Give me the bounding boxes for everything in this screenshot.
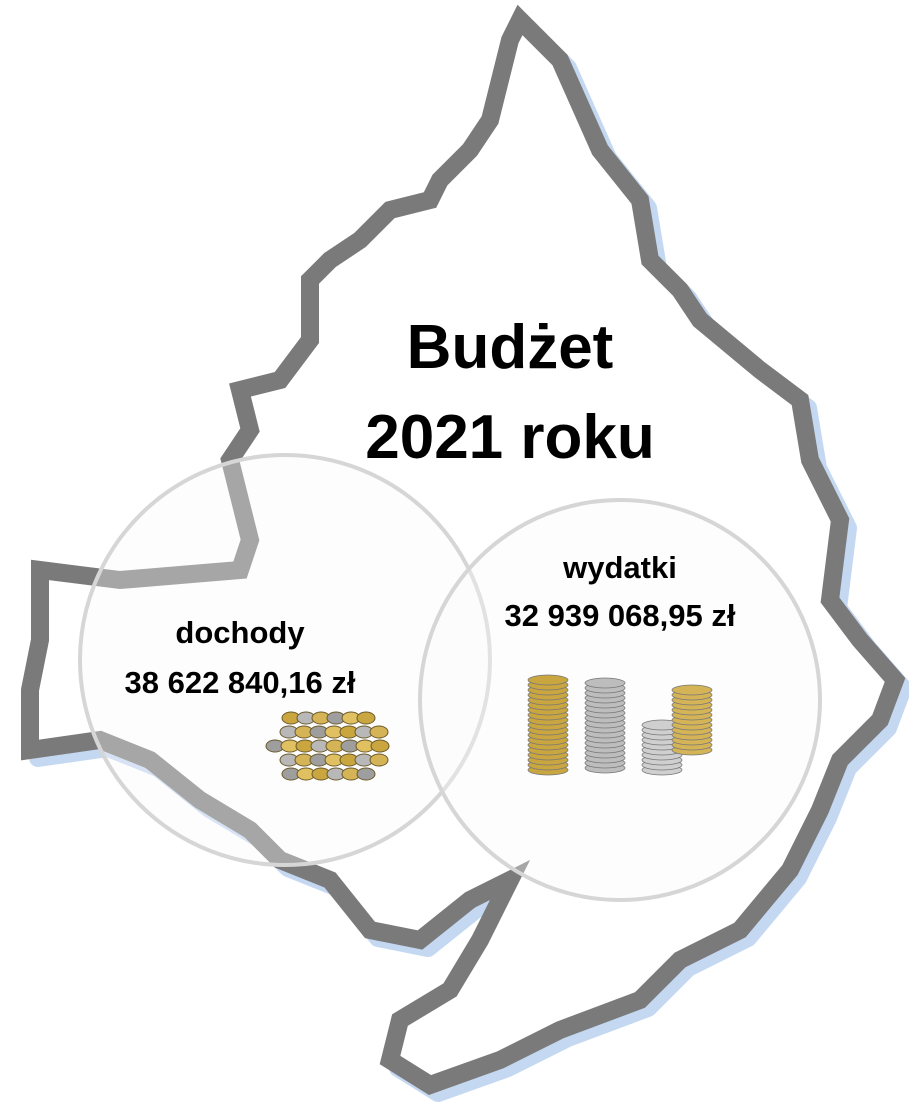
coin (584, 677, 626, 689)
coin (356, 711, 376, 725)
expenses-label: wydatki (562, 550, 677, 585)
coin (369, 725, 389, 739)
coin (369, 753, 389, 767)
income-label: dochody (175, 615, 305, 650)
expenses-amount: 32 939 068,95 zł (505, 598, 736, 633)
coin (370, 739, 390, 753)
income-amount: 38 622 840,16 zł (125, 665, 356, 700)
coin (356, 767, 376, 781)
title-line: Budżet (407, 313, 614, 382)
coin (671, 684, 713, 696)
coin-pile-image (265, 711, 390, 781)
coin-stacks-image (527, 674, 713, 776)
title-line: 2021 roku (365, 403, 655, 472)
coin (527, 674, 569, 686)
